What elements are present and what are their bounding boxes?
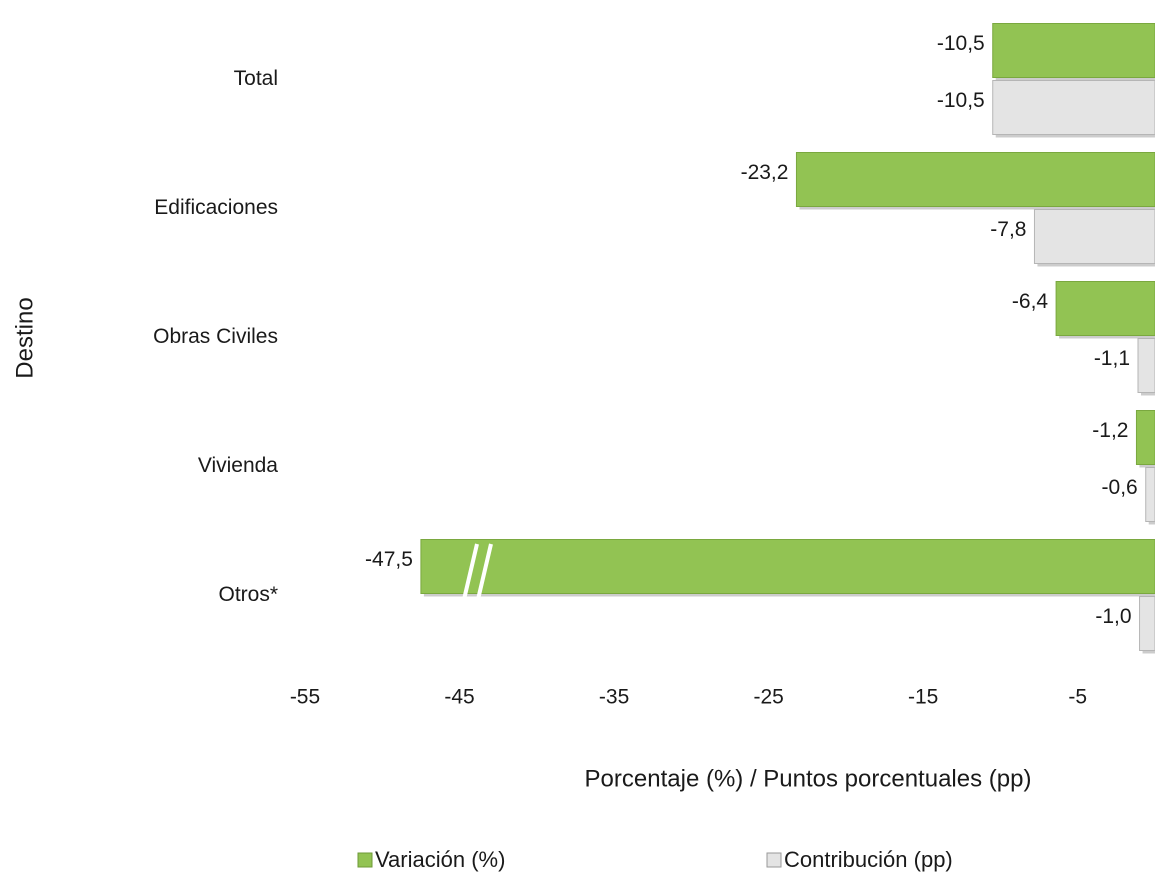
value-label: -0,6	[1102, 476, 1138, 499]
value-label: -1,0	[1095, 605, 1131, 628]
x-tick-label: -45	[444, 686, 474, 709]
value-label: -10,5	[937, 32, 985, 55]
bar	[420, 539, 1155, 594]
bar	[1033, 209, 1155, 264]
value-label: -47,5	[365, 548, 413, 571]
bar	[1055, 281, 1155, 336]
break-line	[474, 543, 493, 609]
y-tick-label: Obras Civiles	[153, 325, 278, 348]
x-tick-label: -5	[1068, 686, 1087, 709]
bar	[795, 152, 1155, 207]
bar	[1139, 596, 1155, 651]
x-axis-title: Porcentaje (%) / Puntos porcentuales (pp…	[585, 765, 1032, 792]
value-label: -10,5	[937, 89, 985, 112]
legend-label: Variación (%)	[375, 847, 505, 872]
value-label: -7,8	[990, 218, 1026, 241]
x-tick-label: -55	[290, 686, 320, 709]
x-tick-label: -15	[908, 686, 938, 709]
legend-label: Contribución (pp)	[784, 847, 953, 872]
y-tick-label: Edificaciones	[154, 196, 278, 219]
y-tick-label: Otros*	[218, 583, 278, 606]
break-line	[460, 543, 479, 609]
value-label: -23,2	[741, 161, 789, 184]
y-tick-label: Total	[234, 67, 278, 90]
legend-swatch	[766, 852, 782, 868]
axis-break	[460, 543, 493, 609]
bar	[1137, 338, 1155, 393]
legend-swatch	[357, 852, 373, 868]
y-tick-label: Vivienda	[198, 454, 278, 477]
bars	[420, 23, 1155, 654]
x-tick-label: -25	[753, 686, 783, 709]
value-label: -1,2	[1092, 419, 1128, 442]
bar	[1135, 410, 1155, 465]
bar	[1145, 467, 1155, 522]
value-label: -6,4	[1012, 290, 1049, 313]
bar	[992, 23, 1155, 78]
bar	[992, 80, 1155, 135]
x-tick-label: -35	[599, 686, 629, 709]
value-label: -1,1	[1094, 347, 1130, 370]
y-axis-title: Destino	[11, 297, 38, 378]
